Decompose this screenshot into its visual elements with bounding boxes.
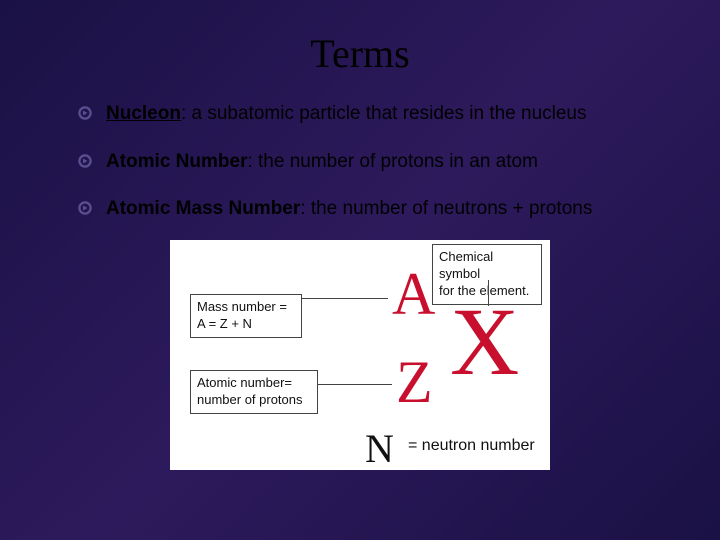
neutron-letter: N — [365, 425, 394, 472]
list-item: Atomic Mass Number: the number of neutro… — [78, 196, 660, 222]
term-label: Atomic Number — [106, 151, 247, 172]
slide: Terms Nucleon: a subatomic particle that… — [0, 0, 720, 540]
term-label: Nucleon — [106, 103, 181, 124]
callout-line: number of protons — [197, 392, 311, 409]
bullet-text: Atomic Number: the number of protons in … — [106, 149, 660, 175]
term-definition: : the number of neutrons + protons — [300, 198, 592, 219]
bullet-list: Nucleon: a subatomic particle that resid… — [60, 101, 660, 222]
callout-line: A = Z + N — [197, 316, 295, 333]
connector-line — [302, 298, 388, 299]
mass-number-callout: Mass number = A = Z + N — [190, 294, 302, 338]
arrow-bullet-icon — [78, 201, 92, 215]
bullet-text: Nucleon: a subatomic particle that resid… — [106, 101, 660, 127]
isotope-notation-diagram: A Z X Chemical symbol for the element. M… — [170, 240, 550, 470]
list-item: Nucleon: a subatomic particle that resid… — [78, 101, 660, 127]
term-definition: : the number of protons in an atom — [247, 151, 537, 172]
callout-line: for the element. — [439, 283, 535, 300]
bullet-text: Atomic Mass Number: the number of neutro… — [106, 196, 660, 222]
term-label: Atomic Mass Number — [106, 198, 300, 219]
arrow-bullet-icon — [78, 154, 92, 168]
atomic-number-callout: Atomic number= number of protons — [190, 370, 318, 414]
list-item: Atomic Number: the number of protons in … — [78, 149, 660, 175]
callout-line: Atomic number= — [197, 375, 311, 392]
atomic-number-letter: Z — [396, 348, 433, 417]
page-title: Terms — [60, 30, 660, 77]
mass-number-letter: A — [392, 260, 435, 329]
callout-line: Chemical symbol — [439, 249, 535, 283]
callout-line: Mass number = — [197, 299, 295, 316]
connector-line — [488, 280, 489, 306]
term-definition: : a subatomic particle that resides in t… — [181, 103, 587, 124]
arrow-bullet-icon — [78, 106, 92, 120]
neutron-label: = neutron number — [408, 437, 535, 455]
connector-line — [318, 384, 392, 385]
chemical-symbol-callout: Chemical symbol for the element. — [432, 244, 542, 305]
